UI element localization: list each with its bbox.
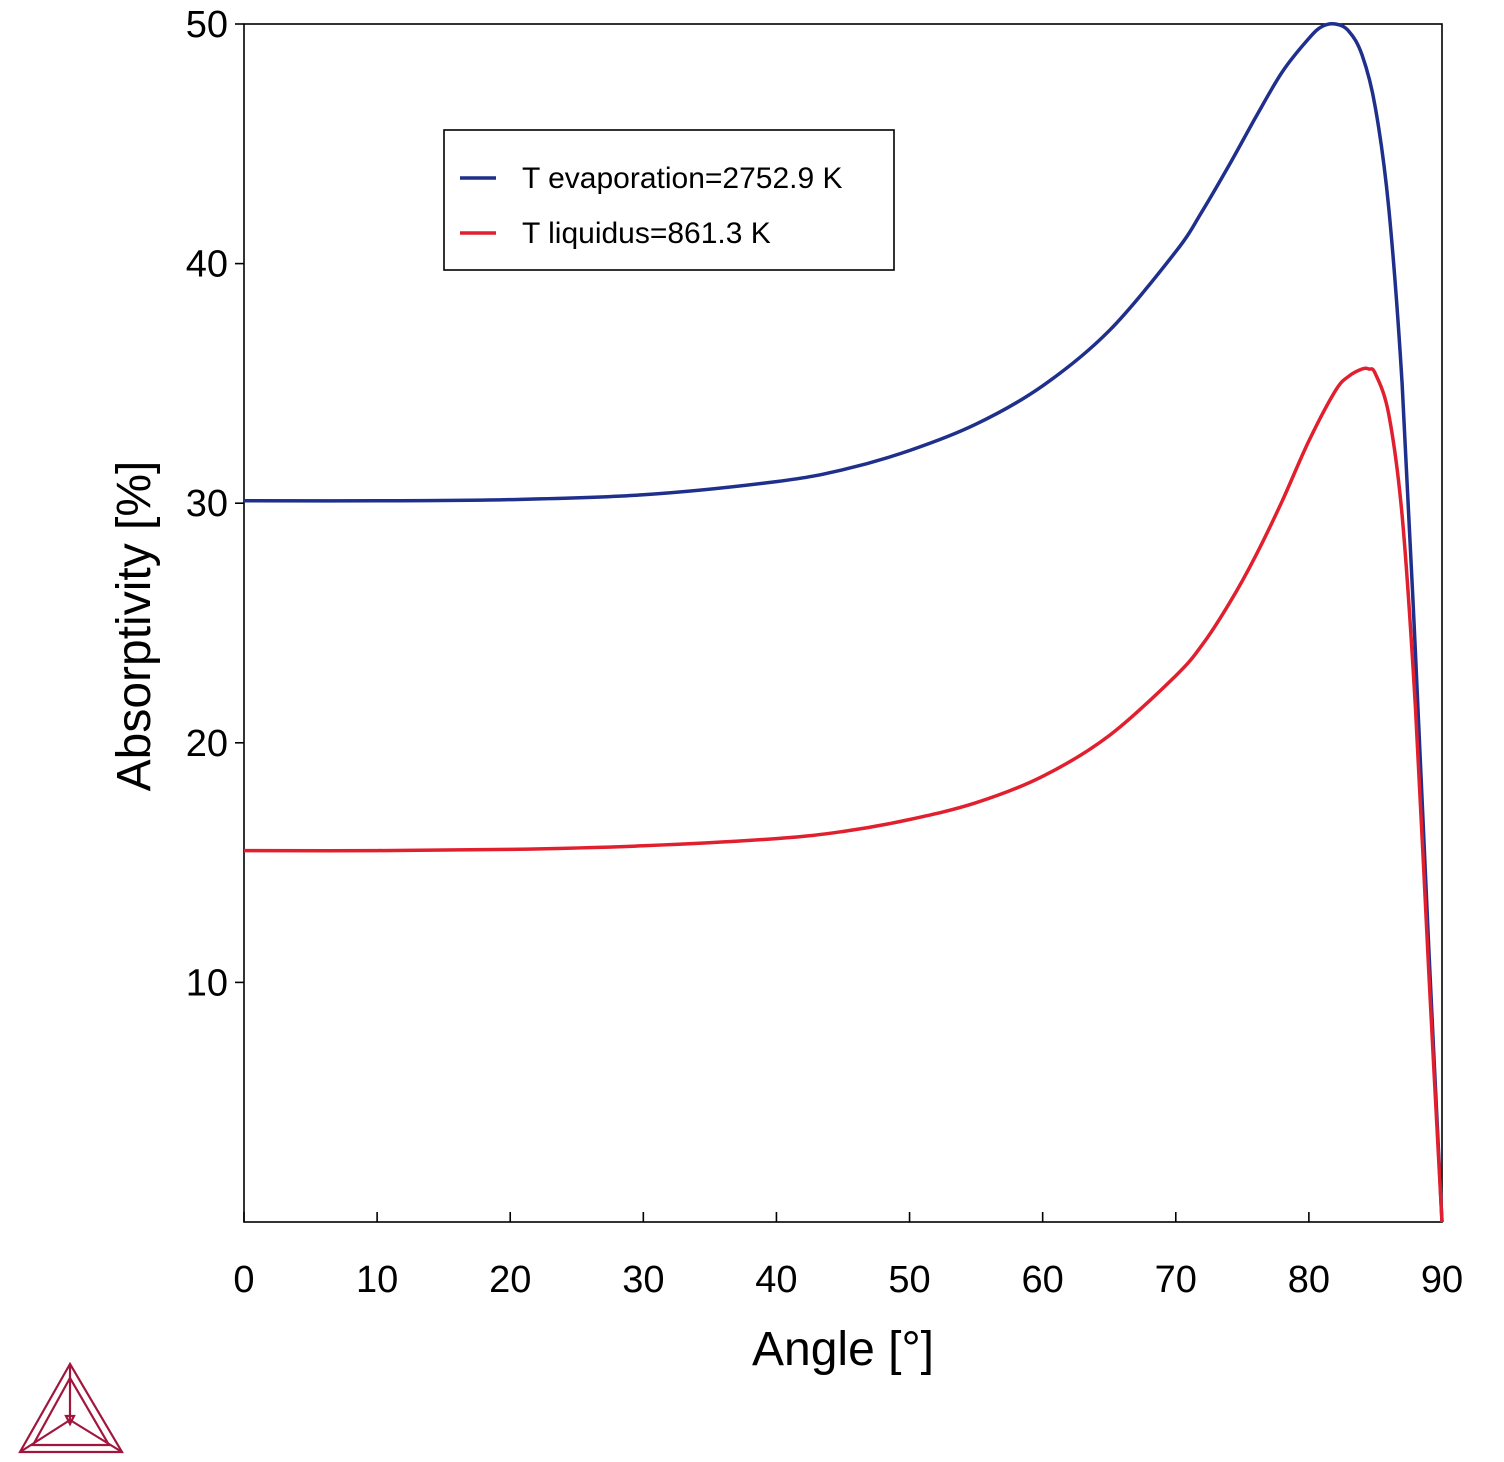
y-axis-title: Absorptivity [%] xyxy=(108,461,161,792)
x-tick-label: 10 xyxy=(356,1259,398,1301)
series-line-1 xyxy=(243,366,1444,1223)
legend-box xyxy=(443,129,895,271)
x-tick-label: 50 xyxy=(888,1259,930,1301)
plot-frame xyxy=(243,23,1443,1223)
x-tick-label: 40 xyxy=(755,1259,797,1301)
legend: T evaporation=2752.9 K T liquidus=861.3 … xyxy=(443,129,895,271)
y-tick-label: 10 xyxy=(186,962,228,1004)
legend-label-evaporation: T evaporation=2752.9 K xyxy=(522,162,843,195)
x-axis-ticks: 0 10 20 30 40 50 60 70 80 90 xyxy=(233,1212,1463,1301)
y-tick-label: 50 xyxy=(186,4,228,46)
x-tick-label: 20 xyxy=(489,1259,531,1301)
legend-label-liquidus: T liquidus=861.3 K xyxy=(522,217,771,250)
x-tick-label: 70 xyxy=(1155,1259,1197,1301)
x-tick-label: 80 xyxy=(1288,1259,1330,1301)
y-tick-label: 40 xyxy=(186,244,228,286)
x-tick-label: 30 xyxy=(622,1259,664,1301)
y-tick-label: 20 xyxy=(186,723,228,765)
series-line-0 xyxy=(243,21,1444,1223)
x-axis-title: Angle [°] xyxy=(752,1323,934,1376)
series-lines xyxy=(243,21,1444,1223)
thermo-calc-logo-icon xyxy=(18,1361,124,1454)
x-tick-label: 0 xyxy=(233,1259,254,1301)
x-tick-label: 90 xyxy=(1421,1259,1463,1301)
y-tick-label: 30 xyxy=(186,483,228,525)
y-axis-ticks: 10 20 30 40 50 xyxy=(186,4,244,1004)
x-tick-label: 60 xyxy=(1022,1259,1064,1301)
